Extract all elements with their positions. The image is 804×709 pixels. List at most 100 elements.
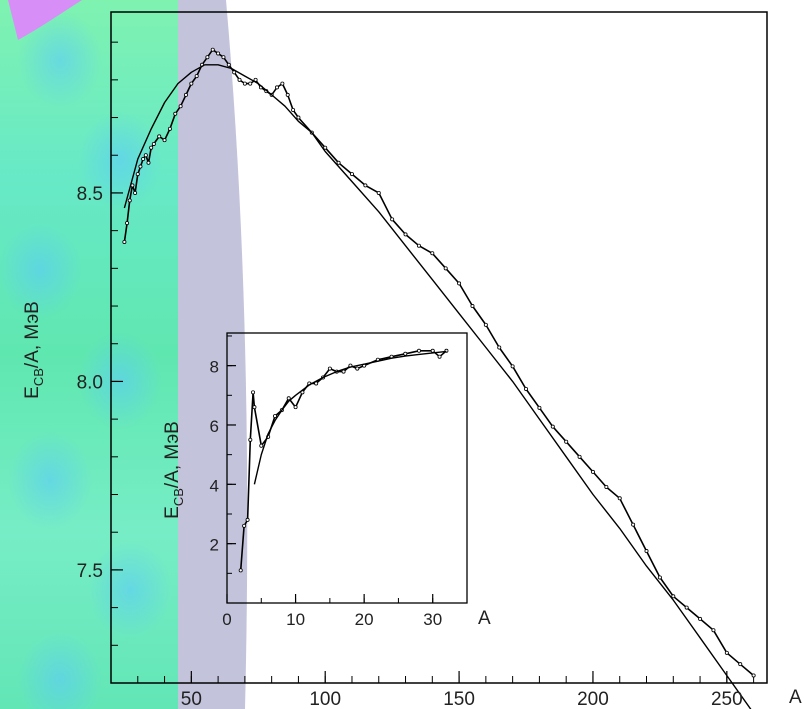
- main-data-point: [149, 145, 154, 150]
- main-data-point: [711, 628, 716, 633]
- main-data-point: [285, 92, 290, 97]
- main-y-tick-label: 7.5: [77, 561, 103, 582]
- inset-y-tick-label: 2: [210, 536, 219, 555]
- main-data-point: [135, 172, 140, 177]
- main-data-point: [146, 160, 151, 165]
- main-data-point: [127, 198, 132, 203]
- main-x-tick-label: 200: [577, 689, 609, 709]
- main-y-tick-label: 8.5: [77, 184, 103, 205]
- main-data-point: [644, 549, 649, 554]
- main-data-point: [390, 217, 395, 222]
- inset-x-axis-title: A: [478, 608, 491, 629]
- inset-series-line-fit: [253, 350, 447, 485]
- main-data-point: [296, 115, 301, 120]
- inset-data-point: [437, 354, 442, 359]
- main-y-axis-title: ECB/A, МэВ: [22, 301, 46, 399]
- inset-x-tick-label: 10: [286, 610, 305, 629]
- main-data-point: [363, 183, 368, 188]
- main-data-point: [524, 386, 529, 391]
- main-data-point: [403, 232, 408, 237]
- main-data-point: [497, 345, 502, 350]
- main-data-point: [125, 221, 130, 226]
- main-data-point: [457, 281, 462, 286]
- main-y-tick-label: 8.0: [77, 372, 103, 393]
- main-x-tick-label: 150: [443, 689, 475, 709]
- main-data-point: [151, 141, 156, 146]
- main-data-point: [194, 74, 199, 79]
- main-data-point: [133, 190, 138, 195]
- main-data-point: [483, 322, 488, 327]
- main-data-point: [631, 522, 636, 527]
- main-data-point: [205, 55, 210, 60]
- inset-series-group: [238, 348, 449, 573]
- main-data-point: [657, 575, 662, 580]
- main-plot-frame: [110, 11, 768, 684]
- main-data-point: [590, 469, 595, 474]
- main-data-point: [280, 81, 285, 86]
- main-data-point: [122, 239, 127, 244]
- main-data-point: [143, 153, 148, 158]
- inset-y-tick-label: 6: [210, 417, 219, 436]
- main-data-point: [248, 81, 253, 86]
- main-data-point: [684, 605, 689, 610]
- inset-data-point: [293, 405, 298, 410]
- main-data-point: [550, 424, 555, 429]
- main-data-point: [178, 104, 183, 109]
- main-x-axis-title: A: [789, 687, 802, 708]
- main-data-point: [430, 251, 435, 256]
- main-data-point: [537, 405, 542, 410]
- main-data-point: [470, 304, 475, 309]
- main-data-point: [157, 134, 162, 139]
- inset-y-tick-label: 8: [210, 358, 219, 377]
- main-axis-ticks: [110, 41, 755, 684]
- main-x-tick-label: 250: [711, 689, 743, 709]
- inset-data-point: [259, 443, 264, 448]
- main-chart: 7.5 8.0 8.5 50 100 150 200 250 A ECB/A, МэВ: [22, 11, 802, 709]
- inset-x-tick-label: 30: [423, 610, 442, 629]
- inset-data-point: [286, 396, 291, 401]
- inset-data-point: [248, 437, 253, 442]
- main-data-point: [376, 190, 381, 195]
- inset-y-tick-labels: 2 4 6 8: [210, 358, 219, 555]
- main-data-point: [167, 126, 172, 131]
- inset-y-tick-label: 4: [210, 476, 219, 495]
- inset-data-point: [238, 568, 243, 573]
- main-data-point: [724, 650, 729, 655]
- main-data-point: [323, 145, 328, 150]
- inset-y-axis-title: ECB/A, МэВ: [162, 421, 186, 519]
- inset-plot-frame: [226, 332, 468, 604]
- main-x-tick-label: 100: [309, 689, 341, 709]
- inset-data-point: [403, 351, 408, 356]
- main-x-tick-labels: 50 100 150 200 250: [181, 689, 743, 709]
- inset-data-point: [242, 523, 247, 528]
- inset-chart: 2 4 6 8 0 10 20 30 A ECB/A, МэВ: [162, 332, 491, 629]
- main-series-group: [122, 47, 756, 709]
- main-x-tick-label: 50: [181, 689, 202, 709]
- inset-series-line-experimental: [239, 350, 447, 571]
- inset-data-point: [430, 348, 435, 353]
- main-data-point: [210, 47, 215, 52]
- main-y-tick-labels: 7.5 8.0 8.5: [77, 184, 103, 582]
- main-data-point: [173, 111, 178, 116]
- main-data-point: [162, 138, 167, 143]
- inset-x-tick-labels: 0 10 20 30: [222, 610, 442, 629]
- inset-data-point: [341, 369, 346, 374]
- inset-data-point: [251, 390, 256, 395]
- decorative-corner-arrow: [8, 0, 82, 40]
- decorative-lens-band: [178, 0, 248, 709]
- main-data-point: [564, 439, 569, 444]
- main-data-point: [577, 454, 582, 459]
- main-data-point: [183, 92, 188, 97]
- inset-data-point: [416, 348, 421, 353]
- main-data-point: [738, 662, 743, 667]
- main-data-point: [291, 108, 296, 113]
- main-data-point: [698, 616, 703, 621]
- main-data-point: [443, 266, 448, 271]
- main-data-point: [189, 81, 194, 86]
- main-data-point: [604, 484, 609, 489]
- main-data-point: [237, 77, 242, 82]
- main-data-point: [221, 55, 226, 60]
- main-data-point: [242, 81, 247, 86]
- decorative-background-stripe: [0, 0, 178, 709]
